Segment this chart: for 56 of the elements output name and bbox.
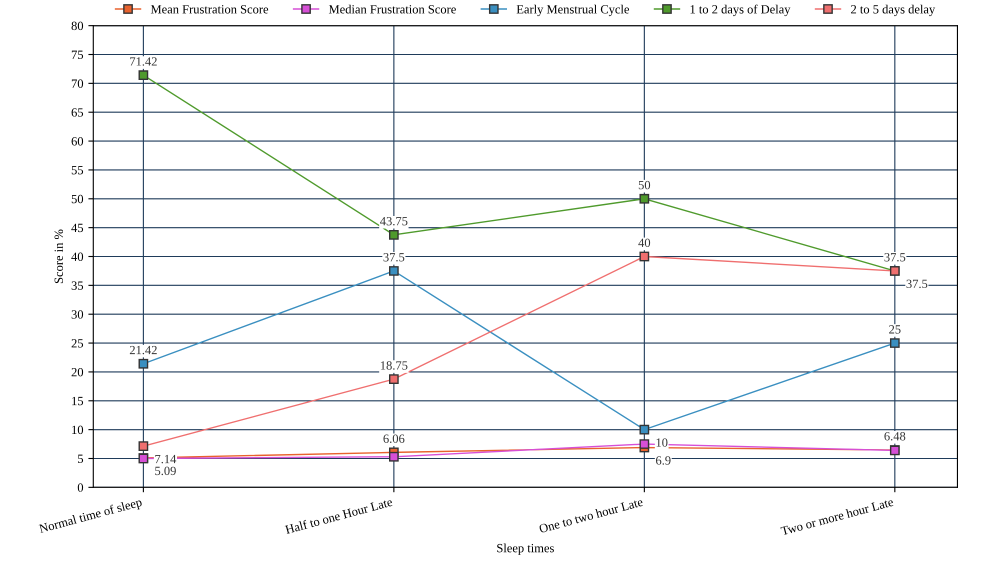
x-tick-label: Two or more hour Late — [780, 497, 894, 536]
point — [639, 424, 650, 434]
point — [639, 194, 650, 204]
data-label: 50 — [638, 180, 650, 190]
y-tick-label: 80 — [72, 22, 84, 30]
data-label: 6.9 — [656, 456, 671, 465]
point — [890, 338, 900, 348]
data-label: 18.75 — [380, 361, 408, 370]
legend-label: 1 to 2 days of Delay — [690, 4, 790, 16]
data-label: 6.48 — [884, 432, 906, 441]
point — [389, 452, 399, 462]
y-tick-label: 5 — [78, 454, 84, 463]
y-tick-label: 55 — [72, 166, 84, 174]
y-tick-label: 10 — [72, 426, 84, 434]
y-tick-label: 45 — [71, 224, 84, 232]
legend-label: Early Menstrual Cycle — [516, 4, 630, 16]
data-label: 37.5 — [884, 253, 906, 262]
point — [138, 441, 148, 452]
data-label: 6.06 — [383, 434, 404, 443]
y-tick-label: 30 — [72, 310, 84, 319]
data-label: 43.75 — [380, 216, 408, 226]
data-label: 21.42 — [130, 346, 157, 354]
data-label: 71.42 — [130, 57, 157, 66]
y-tick-label: 65 — [72, 108, 84, 117]
point — [639, 439, 650, 449]
data-label: 7.14 — [155, 454, 176, 464]
point — [389, 374, 399, 384]
data-label: 5.09 — [155, 466, 176, 476]
point — [138, 70, 148, 80]
legend-label: Mean Frustration Score — [150, 5, 268, 14]
data-label: 37.5 — [906, 280, 928, 288]
x-tick-label: Half to one Hour Late — [284, 497, 393, 534]
y-tick-label: 20 — [72, 368, 84, 376]
point — [389, 266, 399, 276]
y-tick-label: 40 — [71, 252, 84, 261]
legend-label: Median Frustration Score — [328, 4, 456, 14]
y-axis-title: Score in % — [54, 230, 64, 284]
data-label: 40 — [638, 238, 650, 248]
point — [389, 230, 399, 240]
x-tick-label: Normal time of sleep — [38, 497, 143, 536]
y-tick-label: 70 — [72, 79, 84, 88]
y-tick-label: 0 — [78, 483, 84, 492]
y-tick-label: 15 — [72, 396, 84, 406]
point — [138, 358, 148, 369]
data-label: 37.5 — [384, 253, 404, 262]
data-label: 10 — [656, 438, 668, 447]
y-tick-label: 75 — [72, 50, 84, 59]
x-axis-title: Sleep times — [497, 544, 554, 555]
y-tick-label: 25 — [72, 339, 84, 348]
point — [639, 252, 650, 262]
y-tick-label: 35 — [72, 281, 84, 290]
y-tick-label: 60 — [72, 137, 84, 146]
legend-label: 2 to 5 days delay — [851, 4, 936, 16]
y-tick-label: 50 — [72, 194, 84, 204]
x-tick-label: One to two hour Late — [538, 497, 644, 534]
data-label: 25 — [889, 325, 901, 334]
